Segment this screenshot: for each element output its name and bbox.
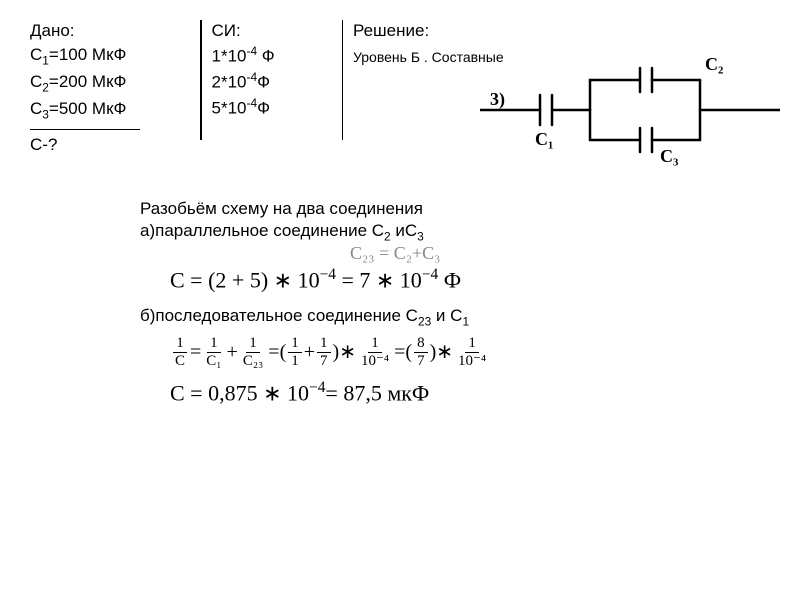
break-text: Разобьём схему на два соединения xyxy=(140,198,640,220)
gray-formula: C₂₃ = C₂+C₃ xyxy=(350,242,440,265)
solution-title: Решение: xyxy=(353,20,770,42)
si-title: СИ: xyxy=(212,20,342,42)
formula-a: С = (2 + 5) ∗ 10−4 = 7 ∗ 10−4 Ф xyxy=(170,265,640,295)
circuit-c3-label: C₃ xyxy=(660,146,679,166)
given-c1: С1=100 МкФ xyxy=(30,44,200,69)
frac-p2: 17 xyxy=(317,336,331,369)
given-title: Дано: xyxy=(30,20,200,42)
frac-t1: 1C₁ xyxy=(203,336,224,369)
vertical-bar-1 xyxy=(200,20,202,140)
formula-b: 1C = 1C₁ + 1C₂₃ = ( 11 + 17 ) ∗ 110⁻⁴ = … xyxy=(170,336,640,369)
circuit-number: 3) xyxy=(490,89,505,110)
circuit-c2-label: C₂ xyxy=(705,54,723,74)
si-r1: 1*10-4 Ф xyxy=(212,44,342,68)
body-text: Разобьём схему на два соединения а)парал… xyxy=(140,198,640,369)
si-r2: 2*10-4Ф xyxy=(212,70,342,94)
frac-p5: 110⁻⁴ xyxy=(455,336,489,369)
frac-lhs: 1C xyxy=(172,336,188,369)
frac-t2: 1C₂₃ xyxy=(240,336,266,369)
part-a-text: а)параллельное соединение С2 иС3 C₂₃ = C… xyxy=(140,220,640,245)
frac-p1: 11 xyxy=(288,336,302,369)
si-r3: 5*10-4Ф xyxy=(212,96,342,120)
given-column: Дано: С1=100 МкФ С2=200 МкФ С3=500 МкФ С… xyxy=(30,20,200,158)
result: С = 0,875 ∗ 10−4= 87,5 мкФ xyxy=(170,379,770,406)
vertical-bar-2 xyxy=(342,20,344,140)
frac-p3: 110⁻⁴ xyxy=(358,336,392,369)
given-c3: С3=500 МкФ xyxy=(30,98,200,123)
circuit-c1-label: C₁ xyxy=(535,129,553,149)
divider xyxy=(30,129,140,130)
given-c2: С2=200 МкФ xyxy=(30,71,200,96)
part-b-text: б)последовательное соединение С23 и С1 xyxy=(140,305,640,330)
si-column: СИ: 1*10-4 Ф 2*10-4Ф 5*10-4Ф xyxy=(212,20,342,121)
circuit-diagram: 3) C₁ C₂ C₃ xyxy=(480,50,780,170)
find: С-? xyxy=(30,134,200,156)
frac-p4: 87 xyxy=(414,336,428,369)
